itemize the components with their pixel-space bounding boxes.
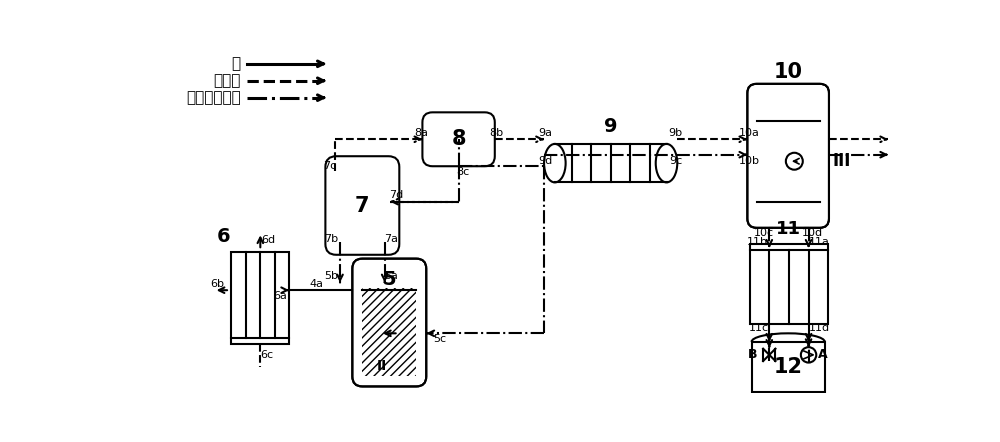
Text: III: III	[832, 152, 850, 170]
Text: 7b: 7b	[324, 234, 338, 244]
Text: 8c: 8c	[456, 167, 469, 177]
Text: 10d: 10d	[802, 228, 823, 238]
Text: 5a: 5a	[384, 271, 398, 282]
Text: 11b: 11b	[746, 236, 767, 247]
Text: 7d: 7d	[389, 191, 403, 201]
Text: 8b: 8b	[489, 128, 503, 138]
Text: 6a: 6a	[273, 291, 287, 301]
Text: 9a: 9a	[539, 128, 553, 138]
Text: 9c: 9c	[669, 156, 682, 166]
Bar	[362, 288, 416, 377]
Text: 11: 11	[776, 220, 801, 238]
Text: 11d: 11d	[809, 323, 830, 333]
Bar	[752, 342, 825, 392]
Text: 7: 7	[355, 195, 370, 216]
Text: 6c: 6c	[260, 350, 273, 360]
Text: 9d: 9d	[538, 156, 553, 166]
Text: II: II	[376, 358, 387, 373]
Bar	[231, 251, 289, 344]
Text: 9b: 9b	[669, 128, 683, 138]
Text: 5: 5	[382, 270, 396, 289]
Text: 5b: 5b	[324, 271, 338, 282]
Text: 10c: 10c	[753, 228, 774, 238]
Text: 6: 6	[217, 227, 231, 246]
Text: 11c: 11c	[748, 323, 769, 333]
Ellipse shape	[544, 144, 566, 183]
Text: 10: 10	[774, 62, 803, 82]
Bar	[757, 121, 820, 202]
Text: 8a: 8a	[414, 128, 428, 138]
Text: 4a: 4a	[310, 279, 324, 289]
Text: 10b: 10b	[738, 156, 759, 166]
Text: 6d: 6d	[261, 235, 275, 245]
Text: 5c: 5c	[434, 335, 447, 344]
Text: A: A	[818, 348, 827, 362]
Text: 7a: 7a	[384, 234, 398, 244]
FancyBboxPatch shape	[325, 156, 399, 255]
Text: 11a: 11a	[809, 236, 830, 247]
Text: 7c: 7c	[323, 161, 336, 171]
Text: 12: 12	[774, 357, 803, 377]
Text: 水: 水	[232, 56, 241, 71]
FancyBboxPatch shape	[352, 259, 426, 386]
Text: 6b: 6b	[211, 279, 225, 289]
Ellipse shape	[656, 144, 677, 183]
FancyBboxPatch shape	[747, 84, 829, 228]
Bar	[750, 244, 828, 324]
Text: 9: 9	[604, 117, 617, 136]
Text: 8: 8	[451, 129, 466, 149]
Text: 导热油: 导热油	[213, 73, 241, 88]
Text: B: B	[748, 348, 757, 362]
Text: 化学反应工质: 化学反应工质	[186, 90, 241, 105]
Text: 10a: 10a	[738, 128, 759, 138]
FancyBboxPatch shape	[422, 112, 495, 166]
